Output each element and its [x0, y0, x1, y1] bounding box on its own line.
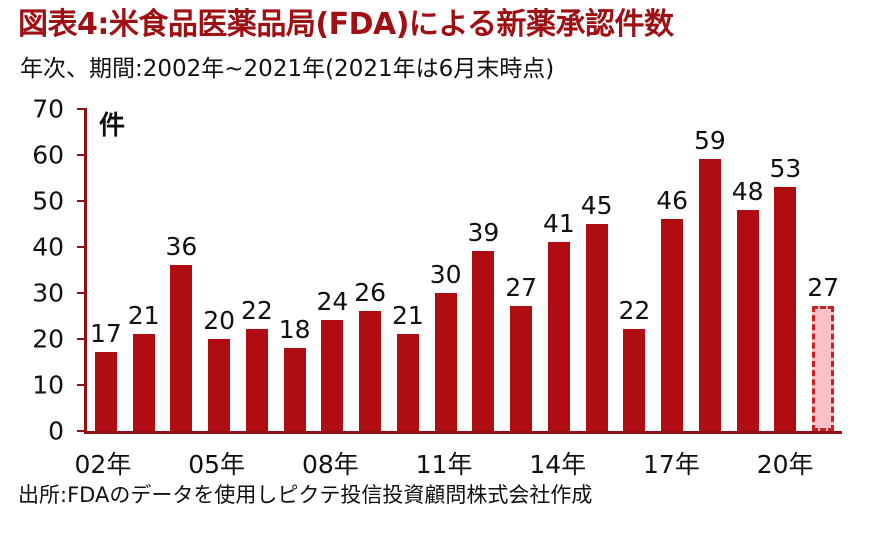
- bar-value-label: 53: [769, 153, 802, 183]
- x-tick-label: 20年: [756, 449, 814, 479]
- bar: [472, 251, 495, 431]
- bar: [623, 329, 646, 431]
- x-tick-label: 05年: [188, 449, 246, 479]
- bar: [434, 292, 457, 431]
- bar: [661, 218, 684, 431]
- bar-slot: 27: [804, 109, 842, 431]
- bar-slot: 18: [276, 109, 314, 431]
- bar-slot: 30: [427, 109, 465, 431]
- x-tick-label: 02年: [74, 449, 132, 479]
- y-tick-label: 60: [32, 140, 64, 169]
- y-tick-mark: [77, 291, 87, 294]
- bar-value-label: 20: [203, 305, 236, 335]
- bar-value-label: 30: [429, 259, 462, 289]
- bar-slot: 36: [163, 109, 201, 431]
- bar-slot: 20: [200, 109, 238, 431]
- bar-value-label: 36: [165, 231, 198, 261]
- bar-slot: 21: [389, 109, 427, 431]
- x-tick-label: 17年: [643, 449, 700, 479]
- bar-slot: 21: [125, 109, 163, 431]
- bar-value-label: 24: [316, 287, 349, 317]
- bar: [283, 347, 306, 431]
- bar-slot: 45: [578, 109, 616, 431]
- source-note: 出所:FDAのデータを使用しピクテ投信投資顧問株式会社作成: [18, 482, 593, 507]
- bar-value-label: 26: [354, 277, 387, 307]
- bar: [245, 329, 268, 431]
- y-tick-mark: [77, 107, 87, 110]
- bar: [547, 241, 570, 431]
- bar-value-label: 41: [542, 208, 575, 238]
- bar-value-label: 18: [278, 314, 311, 344]
- bar-slot: 39: [465, 109, 503, 431]
- bar-value-label: 21: [391, 300, 424, 330]
- bar-2021-partial: [812, 306, 835, 431]
- y-tick-label: 0: [48, 416, 64, 445]
- x-tick-label: 11年: [415, 449, 473, 479]
- bar-slot: 59: [691, 109, 729, 431]
- y-tick-mark: [77, 245, 87, 248]
- bar: [736, 209, 759, 431]
- y-tick-label: 20: [32, 324, 64, 353]
- bar: [321, 320, 344, 431]
- y-tick-mark: [77, 383, 87, 386]
- bar-slot: 53: [767, 109, 805, 431]
- bar: [359, 310, 382, 431]
- bar-value-label: 21: [127, 300, 160, 330]
- bar: [170, 264, 193, 431]
- bar-slot: 26: [351, 109, 389, 431]
- bar: [208, 338, 231, 431]
- y-tick-mark: [77, 199, 87, 202]
- bar: [94, 352, 117, 431]
- bar-slot: 27: [502, 109, 540, 431]
- bar-value-label: 48: [731, 176, 764, 206]
- y-tick-mark: [77, 337, 87, 340]
- x-axis: 02年 05年 08年 11年 14年 17年 20年: [75, 441, 842, 479]
- bar: [132, 333, 155, 431]
- x-tick-label: 08年: [301, 449, 359, 479]
- bar: [698, 159, 721, 431]
- bar-value-label: 27: [807, 273, 840, 303]
- bar-value-label: 22: [618, 296, 651, 326]
- bar-value-label: 17: [89, 319, 122, 349]
- bar-slot: 46: [653, 109, 691, 431]
- y-unit-label: 件: [99, 110, 126, 141]
- y-tick-label: 70: [32, 94, 64, 123]
- page-subtitle: 年次、期間:2002年~2021年(2021年は6月末時点): [20, 55, 555, 82]
- bar: [396, 333, 419, 431]
- y-tick-label: 30: [32, 278, 64, 307]
- y-axis: 0 10 20 30 40 50 60 70: [0, 96, 80, 443]
- x-tick-label: 14年: [529, 449, 587, 479]
- y-tick-mark: [77, 153, 87, 156]
- page-title: 図表4:米食品医薬品局(FDA)による新薬承認件数: [18, 7, 674, 42]
- bar-slot: 48: [729, 109, 767, 431]
- bar-slot: 22: [238, 109, 276, 431]
- bar: [585, 223, 608, 431]
- bars: 17 21 36 20 22 18 24 26 21 30 39 27 41 45 22 46 59 48 53 27: [87, 109, 842, 431]
- bar-value-label: 27: [505, 273, 538, 303]
- bar: [774, 186, 797, 431]
- bar-value-label: 46: [656, 185, 689, 215]
- bar-value-label: 22: [240, 296, 273, 326]
- bar-value-label: 59: [693, 126, 726, 156]
- bar-slot: 41: [540, 109, 578, 431]
- y-tick-label: 10: [32, 370, 64, 399]
- y-tick-label: 40: [32, 232, 64, 261]
- bar-slot: 24: [314, 109, 352, 431]
- bar-chart: 0 10 20 30 40 50 60 70 17 21 36 20 22 18 24 26 21 30 39 27…: [0, 93, 884, 479]
- y-tick-label: 50: [32, 186, 64, 215]
- plot-area: 17 21 36 20 22 18 24 26 21 30 39 27 41 45 22 46 59 48 53 27…: [77, 107, 842, 434]
- bar-slot: 17: [87, 109, 125, 431]
- bar: [510, 306, 533, 431]
- bar-slot: 22: [616, 109, 654, 431]
- bar-value-label: 45: [580, 190, 613, 220]
- y-tick-mark: [77, 429, 87, 432]
- bar-value-label: 39: [467, 218, 500, 248]
